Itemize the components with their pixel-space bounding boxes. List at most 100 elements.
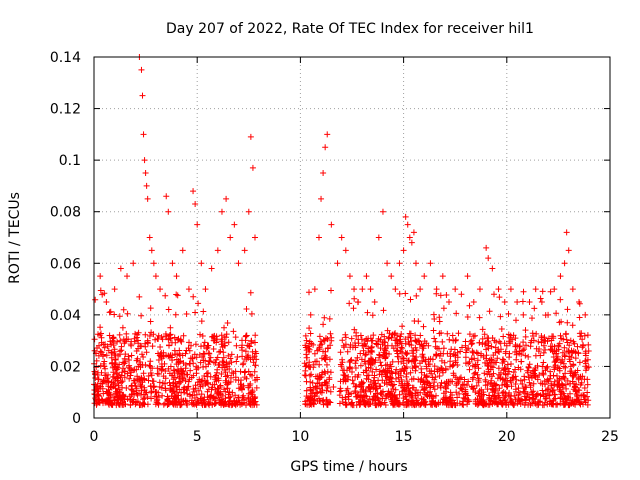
- y-tick-label: 0.12: [50, 102, 81, 118]
- data-point: [557, 273, 564, 280]
- data-point: [320, 170, 327, 177]
- plot-frame: [93, 56, 611, 419]
- data-point: [501, 298, 508, 305]
- y-tick-label: 0.14: [50, 50, 81, 66]
- data-point: [247, 133, 254, 140]
- data-point: [103, 298, 110, 305]
- data-point: [567, 337, 574, 344]
- data-point: [375, 234, 382, 241]
- data-point: [208, 265, 215, 272]
- data-point: [402, 213, 409, 220]
- data-point: [221, 324, 228, 331]
- data-point: [152, 273, 159, 280]
- data-point: [157, 286, 164, 293]
- data-point: [410, 229, 417, 236]
- data-point: [563, 229, 570, 236]
- x-axis-label: GPS time / hours: [290, 459, 407, 475]
- data-point: [202, 286, 209, 293]
- data-point: [231, 221, 238, 228]
- data-point: [227, 234, 234, 241]
- data-point: [359, 286, 366, 293]
- data-point: [198, 260, 205, 267]
- data-point: [194, 221, 201, 228]
- data-point: [223, 195, 230, 202]
- data-point: [357, 350, 364, 357]
- dense-band: [91, 287, 592, 409]
- data-point: [143, 182, 150, 189]
- data-point: [235, 260, 242, 267]
- data-point: [396, 260, 403, 267]
- data-point: [485, 255, 492, 262]
- data-point: [185, 286, 192, 293]
- data-point: [117, 265, 124, 272]
- data-point: [192, 200, 199, 207]
- data-point: [470, 298, 477, 305]
- data-point: [406, 234, 413, 241]
- data-point: [439, 273, 446, 280]
- data-point: [141, 157, 148, 164]
- data-point: [328, 221, 335, 228]
- data-point: [169, 260, 176, 267]
- data-point: [324, 131, 331, 138]
- data-point: [150, 260, 157, 267]
- x-tick-label: 15: [395, 429, 413, 445]
- data-point: [130, 260, 137, 267]
- data-point: [458, 291, 465, 298]
- data-point: [233, 342, 240, 349]
- data-point: [379, 208, 386, 215]
- data-point: [532, 286, 539, 293]
- data-point: [446, 298, 453, 305]
- data-point: [251, 234, 258, 241]
- data-point: [384, 260, 391, 267]
- x-tick-label: 0: [90, 429, 99, 445]
- data-point: [315, 234, 322, 241]
- data-point: [507, 286, 514, 293]
- data-point: [514, 298, 521, 305]
- data-point: [249, 164, 256, 171]
- data-point: [427, 260, 434, 267]
- data-point: [124, 273, 131, 280]
- data-point: [582, 311, 589, 318]
- dense-points: [91, 287, 592, 409]
- data-point: [318, 195, 325, 202]
- y-tick-label: 0.04: [50, 308, 81, 324]
- data-point: [303, 337, 310, 344]
- y-tick-label: 0.1: [59, 153, 81, 169]
- y-axis-label: ROTI / TECUs: [7, 192, 23, 284]
- data-point: [476, 286, 483, 293]
- data-point: [245, 208, 252, 215]
- x-tick-label: 5: [193, 429, 202, 445]
- data-point: [167, 324, 174, 331]
- data-point: [179, 247, 186, 254]
- data-point: [351, 286, 358, 293]
- data-point: [311, 286, 318, 293]
- data-point: [569, 286, 576, 293]
- data-point: [561, 260, 568, 267]
- data-point: [173, 273, 180, 280]
- data-point: [404, 221, 411, 228]
- data-point: [400, 247, 407, 254]
- data-point: [138, 66, 145, 73]
- data-point: [363, 273, 370, 280]
- y-tick-label: 0: [72, 411, 81, 427]
- data-point: [540, 342, 547, 349]
- x-tick-label: 10: [291, 429, 309, 445]
- data-point: [214, 247, 221, 254]
- y-tick-label: 0.02: [50, 359, 81, 375]
- data-point: [139, 92, 146, 99]
- data-point: [307, 311, 314, 318]
- y-tick-label: 0.06: [50, 256, 81, 272]
- data-point: [218, 208, 225, 215]
- axis-ticks: 0 5 10 15 20 25 0 0.02 0.04 0.06 0.08 0.1 0.12 0.14: [50, 50, 619, 445]
- data-point: [565, 247, 572, 254]
- data-point: [144, 195, 151, 202]
- data-point: [538, 298, 545, 305]
- data-point: [241, 247, 248, 254]
- data-point: [140, 131, 147, 138]
- x-tick-label: 20: [498, 429, 516, 445]
- data-point: [489, 265, 496, 272]
- data-point: [452, 286, 459, 293]
- data-point: [146, 234, 153, 241]
- data-point: [165, 208, 172, 215]
